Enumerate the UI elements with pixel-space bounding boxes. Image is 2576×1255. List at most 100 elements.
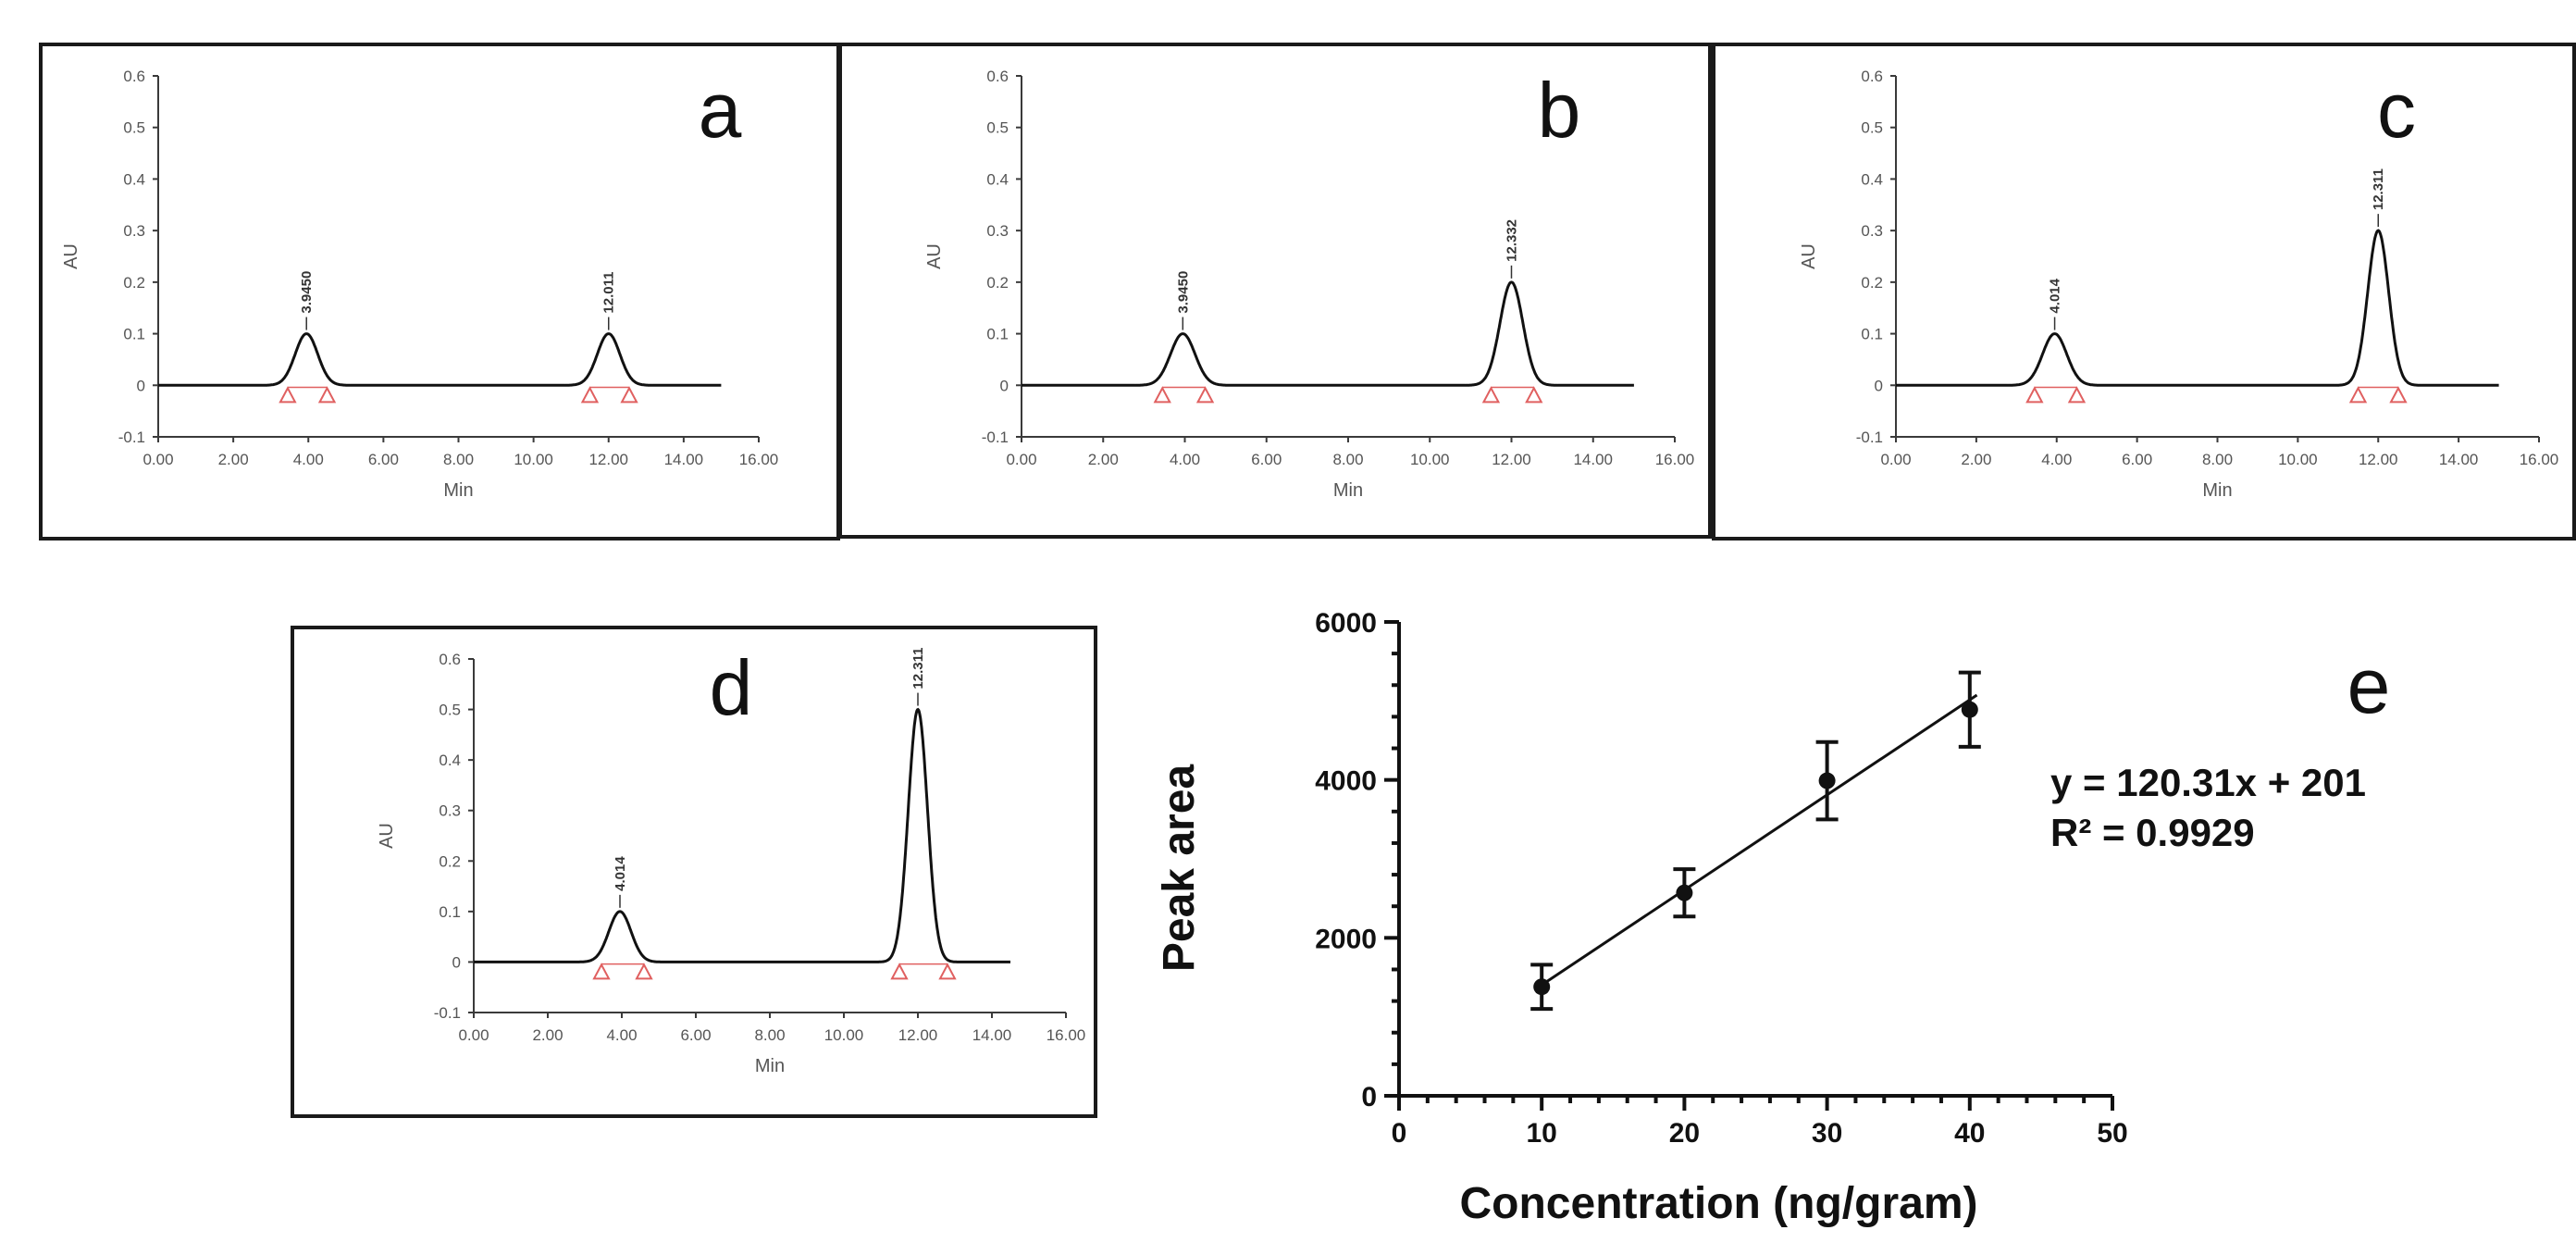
x-tick-label: 12.00 [898, 1026, 938, 1044]
y-tick-label: 0.2 [986, 274, 1009, 292]
x-tick-label: 10.00 [514, 451, 553, 468]
chromatogram-panel-a: 0.6 0.5 0.4 0.3 0.2 0.1 0 -0.1 0.00 2.00 4.00 6.00 8… [39, 43, 840, 541]
x-tick-label: 50 [2097, 1118, 2127, 1149]
y-tick-label: -0.1 [434, 1004, 461, 1022]
chromatogram-trace [474, 707, 1010, 963]
y-tick-label: 0.6 [123, 68, 145, 85]
y-tick-label: 0.1 [986, 326, 1009, 343]
y-tick-label: 0.6 [439, 651, 461, 668]
y-tick-label: 0.6 [1861, 68, 1883, 85]
y-tick-label: -0.1 [982, 429, 1009, 446]
y-tick-label: 0.3 [1861, 222, 1883, 240]
y-axis-title: AU [924, 243, 945, 269]
integration-marker [1153, 386, 1171, 404]
chromatogram-trace [158, 332, 722, 387]
y-tick-label: 0.6 [986, 68, 1009, 85]
y-tick-label: 0.5 [986, 119, 1009, 137]
panel-frame [838, 43, 1712, 539]
regression-equation: y = 120.31x + 201 [2050, 761, 2366, 804]
x-axis-title: Min [2202, 480, 2232, 501]
y-axis-title: AU [61, 243, 81, 269]
peak-label: 3.9450 [1175, 271, 1191, 314]
x-tick-label: 2.00 [218, 451, 249, 468]
y-tick-label: 0.4 [123, 170, 145, 188]
integration-marker [279, 386, 297, 404]
integration-marker [580, 386, 600, 404]
y-tick-label: 0 [1875, 377, 1883, 394]
x-tick-label: 8.00 [754, 1026, 785, 1044]
x-tick-label: 2.00 [1961, 451, 1991, 468]
x-tick-label: 10.00 [824, 1026, 864, 1044]
y-tick-label: 0.5 [439, 702, 461, 719]
chromatogram-panel-b: 0.6 0.5 0.4 0.3 0.2 0.1 0 -0.1 0.00 2.00 4.00 6.00 8… [838, 43, 1712, 539]
chromatogram-trace [1896, 229, 2499, 387]
peak-label: 12.011 [601, 272, 617, 314]
x-tick-label: 12.00 [2359, 451, 2398, 468]
peak-label: 12.332 [1505, 219, 1520, 262]
y-tick-label: 0 [1000, 377, 1009, 394]
x-tick-label: 6.00 [680, 1026, 711, 1044]
x-tick-label: 4.00 [1170, 451, 1200, 468]
x-tick-label: 8.00 [2202, 451, 2233, 468]
y-tick-label: 0.3 [123, 222, 145, 240]
r-squared: R² = 0.9929 [2050, 811, 2255, 854]
x-tick-label: 6.00 [368, 451, 399, 468]
y-tick-label: 0.4 [439, 752, 461, 769]
panel-frame [39, 43, 840, 541]
x-axis-title: Concentration (ng/gram) [1460, 1179, 1978, 1228]
y-tick-label: 0 [1361, 1082, 1377, 1112]
y-axis-title: AU [377, 823, 397, 849]
y-tick-label: 0.1 [1861, 326, 1883, 343]
x-tick-label: 10.00 [1410, 451, 1450, 468]
x-tick-label: 14.00 [664, 451, 704, 468]
integration-marker [1195, 386, 1215, 404]
y-tick-label: 0.1 [439, 903, 461, 921]
data-point [1533, 978, 1551, 996]
y-tick-label: 4000 [1315, 766, 1377, 797]
x-tick-label: 30 [1812, 1118, 1842, 1149]
data-point [1961, 701, 1978, 718]
x-tick-label: 0.00 [142, 451, 173, 468]
panel-letter: c [2377, 67, 2416, 154]
integration-marker [938, 963, 957, 980]
peak-label: 3.9450 [299, 271, 315, 314]
y-tick-label: 0.2 [1861, 274, 1883, 292]
y-tick-label: 0 [452, 953, 461, 971]
panel-letter: d [710, 644, 753, 731]
x-tick-label: 6.00 [1251, 451, 1282, 468]
integration-marker [2348, 386, 2368, 404]
y-tick-label: 6000 [1315, 608, 1377, 639]
x-tick-label: 10.00 [2278, 451, 2318, 468]
y-tick-label: 0.5 [123, 119, 145, 137]
chromatogram-trace [1022, 280, 1634, 387]
x-tick-label: 4.00 [2041, 451, 2072, 468]
regression-line [1533, 693, 1978, 991]
y-tick-label: 0 [137, 377, 145, 394]
integration-marker [1481, 386, 1501, 404]
integration-marker [2025, 386, 2044, 404]
y-tick-label: -0.1 [118, 429, 145, 446]
integration-marker [317, 386, 337, 404]
x-tick-label: 0.00 [458, 1026, 489, 1044]
x-tick-label: 0.00 [1880, 451, 1911, 468]
panel-letter: a [699, 67, 742, 154]
x-axis-title: Min [443, 480, 473, 501]
chromatogram-panel-d: 0.6 0.5 0.4 0.3 0.2 0.1 0 -0.1 0.00 2.00 4.00 6.00 8… [291, 626, 1097, 1118]
x-tick-label: 12.00 [588, 451, 628, 468]
x-tick-label: 2.00 [1088, 451, 1119, 468]
peak-label: 12.311 [2371, 168, 2386, 210]
x-tick-label: 4.00 [606, 1026, 637, 1044]
x-tick-label: 16.00 [2520, 451, 2559, 468]
integration-marker [1525, 386, 1543, 404]
panel-letter: b [1538, 67, 1581, 154]
panel-letter: e [2347, 642, 2391, 729]
x-tick-label: 0 [1392, 1118, 1407, 1149]
x-tick-label: 8.00 [443, 451, 474, 468]
chromatogram-panel-c: 0.6 0.5 0.4 0.3 0.2 0.1 0 -0.1 0.00 2.00 4.00 6.00 8… [1712, 43, 2576, 541]
data-point [1818, 772, 1836, 789]
y-tick-label: 2000 [1315, 924, 1377, 954]
x-tick-label: 16.00 [1655, 451, 1695, 468]
y-tick-label: 0.2 [439, 852, 461, 870]
integration-marker [890, 963, 909, 980]
